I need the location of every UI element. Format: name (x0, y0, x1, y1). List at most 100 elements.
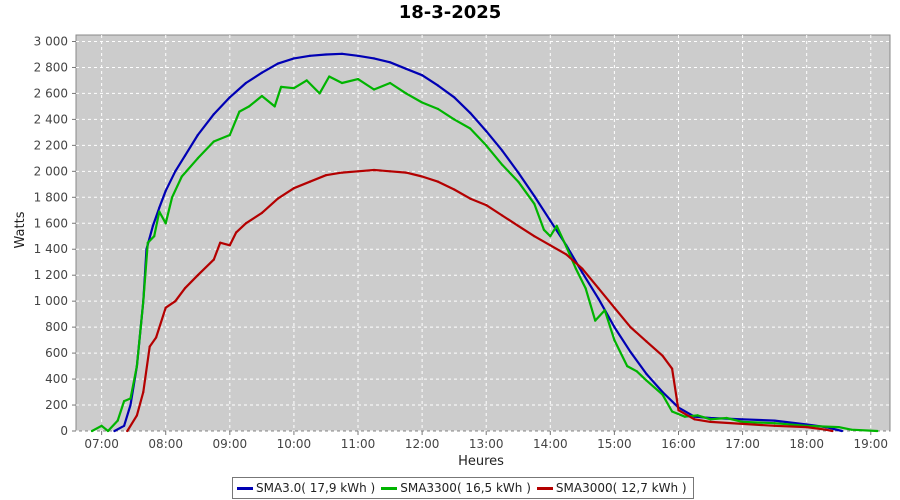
series-point (555, 224, 558, 227)
series-point (123, 400, 126, 403)
series-point (741, 422, 744, 425)
series-point (501, 214, 504, 217)
series-point (164, 189, 167, 192)
y-tick-label: 600 (45, 346, 68, 360)
series-point (135, 365, 138, 368)
series-point (142, 300, 145, 303)
series-point (876, 429, 879, 433)
series-point (603, 309, 606, 312)
y-tick-label: 2 400 (34, 112, 68, 126)
series-point (405, 67, 408, 70)
series-point (123, 424, 126, 427)
series-point (340, 171, 344, 174)
series-point (613, 326, 616, 329)
series-point (238, 110, 241, 113)
series-point (661, 393, 664, 396)
series-point (356, 54, 360, 57)
x-tick-label: 09:00 (213, 437, 248, 451)
series-point (597, 287, 600, 290)
series-point (453, 96, 456, 99)
series-point (453, 118, 456, 121)
series-point (183, 154, 187, 157)
series-point (725, 416, 728, 420)
series-point (164, 306, 167, 309)
series-point (549, 235, 552, 238)
series-point (183, 287, 187, 290)
series-point (469, 197, 472, 200)
series-point (260, 94, 263, 98)
series-point (328, 75, 331, 78)
series-point (574, 267, 578, 270)
series-point (244, 81, 247, 85)
y-axis-label: Watts (13, 211, 28, 248)
series-point (356, 78, 360, 81)
series-point (597, 297, 600, 300)
series-point (501, 163, 504, 166)
x-tick-label: 14:00 (533, 437, 568, 451)
series-point (405, 92, 408, 95)
plot-background (75, 34, 891, 432)
series-point (453, 188, 456, 191)
series-point (437, 107, 440, 111)
series-point (517, 180, 520, 183)
series-point (212, 140, 215, 143)
series-point (629, 350, 632, 353)
series-point (709, 420, 712, 423)
series-group (126, 168, 834, 433)
series-point (228, 244, 231, 247)
series-point (773, 419, 776, 422)
series-point (626, 365, 629, 368)
series-point (773, 422, 776, 425)
series-point (324, 174, 328, 177)
y-tick-label: 2 000 (34, 164, 68, 178)
series-group (90, 75, 879, 433)
series-point (228, 96, 231, 99)
series-point (485, 130, 488, 133)
series-point (148, 345, 151, 348)
y-tick-label: 1 600 (34, 216, 68, 230)
series-point (196, 274, 199, 277)
series-point (635, 370, 638, 373)
y-tick-label: 0 (60, 424, 68, 438)
series-point (292, 187, 295, 190)
x-axis-label: Heures (458, 454, 504, 469)
x-tick-label: 07:00 (84, 437, 119, 451)
series-point (260, 211, 263, 214)
series-point (517, 171, 520, 174)
x-tick-label: 18:00 (789, 437, 824, 451)
series-point (831, 429, 834, 433)
legend-swatch (536, 486, 553, 490)
x-tick-label: 08:00 (148, 437, 183, 451)
series-point (106, 429, 110, 433)
x-tick-label: 19:00 (853, 437, 888, 451)
series-point (276, 62, 279, 65)
series-point (116, 419, 119, 422)
series-point (273, 105, 276, 108)
series-point (469, 111, 472, 114)
series-point (340, 52, 344, 55)
series-point (645, 372, 648, 375)
y-tick-label: 2 800 (34, 60, 68, 74)
x-tick-label: 11:00 (341, 437, 376, 451)
series-point (542, 228, 546, 231)
series-point (671, 410, 674, 413)
series-point (372, 88, 376, 91)
series-lines (90, 52, 879, 433)
series-point (405, 171, 408, 174)
x-tick-label: 13:00 (469, 437, 504, 451)
legend-item: SMA3000( 12,7 kWh ) (536, 481, 687, 495)
series-point (581, 267, 584, 270)
series-point (683, 415, 687, 418)
series-point (671, 367, 674, 370)
y-tick-label: 200 (45, 398, 68, 412)
series-point (549, 219, 552, 222)
y-tick-label: 2 600 (34, 86, 68, 100)
series-point (485, 204, 488, 207)
series-point (501, 149, 504, 152)
series-point (677, 409, 680, 412)
series-point (228, 133, 231, 137)
series-point (565, 245, 568, 248)
series-point (318, 92, 321, 95)
y-tick-label: 800 (45, 320, 68, 334)
